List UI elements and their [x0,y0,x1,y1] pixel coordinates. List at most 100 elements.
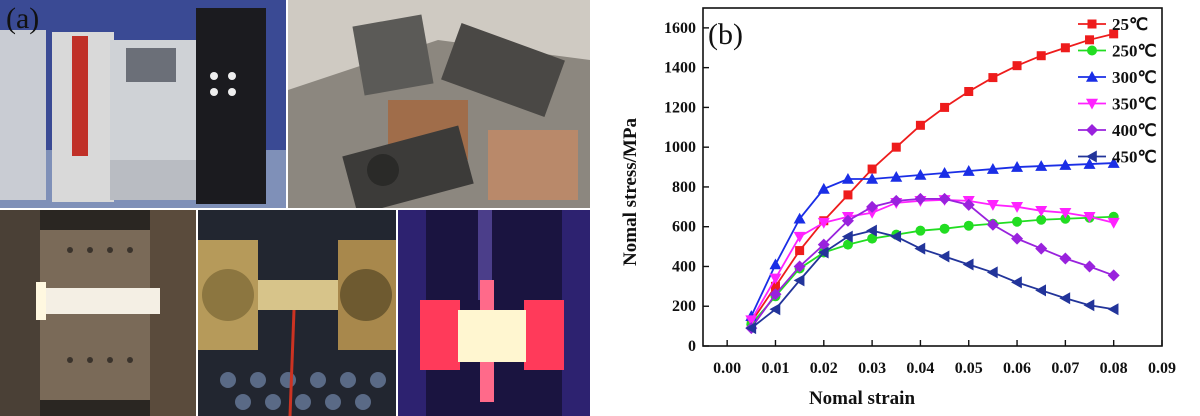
data-point [1107,157,1120,168]
data-point [1107,269,1120,282]
legend-label: 350℃ [1112,95,1157,114]
data-point [986,218,999,231]
clamp-fixture-photo [288,0,590,208]
data-point [769,303,781,316]
data-point [914,242,926,255]
stress-strain-chart: 0.00 0.01 0.02 0.03 0.04 0.05 0.06 0.07 0.08 0.09… [620,7,1176,409]
data-point [1011,276,1022,289]
data-point [817,182,830,194]
legend-marker [1086,124,1098,136]
chart-legend: 25℃ 250℃ 300℃ 350℃ 400℃ 450℃ [1078,15,1157,167]
series-line [750,215,1114,325]
data-point [962,258,974,271]
data-point [817,217,830,229]
data-point [745,315,758,327]
data-point [1011,161,1024,172]
data-point [793,274,805,287]
data-point [793,212,806,224]
data-point [938,192,951,205]
data-point [940,102,950,112]
x-tick-label: 0.01 [761,360,789,377]
y-axis-title: Nomal stress/MPa [620,118,641,266]
data-point [1035,206,1048,217]
y-tick-label: 800 [672,179,696,196]
data-point [770,281,780,291]
legend-item: 450℃ [1078,148,1157,167]
data-point [914,169,927,180]
panel-label-a: (a) [6,2,40,35]
data-point [1012,216,1023,227]
data-point [793,231,806,243]
data-point [1059,252,1072,265]
chart-axes: 0.00 0.01 0.02 0.03 0.04 0.05 0.06 0.07 0.08 0.09… [664,7,1176,377]
y-tick-label: 600 [672,219,696,236]
data-point [1059,207,1072,219]
data-point [769,258,782,270]
legend-marker [1087,19,1097,29]
data-point [866,207,879,219]
x-tick-label: 0.07 [1051,360,1079,377]
data-point [962,198,975,211]
series-line [750,197,1114,329]
data-point [938,167,951,178]
data-point [867,164,877,174]
data-point [1083,260,1096,273]
legend-marker [1087,45,1097,56]
y-tick-label: 200 [672,298,696,315]
legend-label: 25℃ [1112,15,1148,34]
y-tick-label: 0 [688,338,696,355]
data-point [890,171,903,182]
y-tick-label: 1200 [664,99,696,116]
data-point [986,200,999,211]
chart-series-layer [745,29,1120,335]
series-line [750,162,1114,317]
data-point [1083,299,1095,312]
data-point [891,142,901,152]
data-point [986,266,998,279]
series-line [750,229,1114,329]
legend-marker [1086,71,1098,82]
series-4 [745,195,1120,327]
data-point [890,194,903,207]
x-tick-label: 0.06 [1003,360,1031,377]
data-point [939,223,950,234]
series-6 [745,224,1119,335]
data-point [1011,202,1024,213]
data-point [1012,61,1022,71]
data-point [769,273,782,285]
legend-item: 25℃ [1078,15,1148,34]
data-point [963,220,974,231]
grips-assembly-photo [198,210,396,416]
data-point [1060,43,1070,53]
legend-label: 450℃ [1112,148,1157,167]
plot-frame [702,7,1163,347]
data-point [1085,35,1095,45]
data-point [843,190,853,200]
legend-marker [1086,150,1097,163]
data-point [962,165,975,176]
data-point [1109,29,1119,39]
y-tick-label: 400 [672,258,696,275]
data-point [1036,51,1046,61]
data-point [964,87,974,97]
data-point [1059,159,1072,170]
data-point [867,233,878,244]
data-point [890,230,902,243]
data-point [866,224,877,237]
legend-marker [1086,98,1098,110]
y-tick-label: 1000 [664,139,696,156]
data-point [866,200,879,213]
x-tick-label: 0.02 [810,360,838,377]
x-tick-label: 0.00 [713,360,741,377]
data-point [795,246,805,256]
x-tick-label: 0.08 [1100,360,1128,377]
data-point [842,239,853,250]
data-point [866,172,879,184]
data-point [817,246,829,259]
data-point [1083,158,1096,169]
testing-machine-photo [0,0,286,208]
data-point [841,230,853,243]
data-point [915,225,926,236]
x-tick-label: 0.03 [858,360,886,377]
legend-item: 300℃ [1078,68,1157,87]
